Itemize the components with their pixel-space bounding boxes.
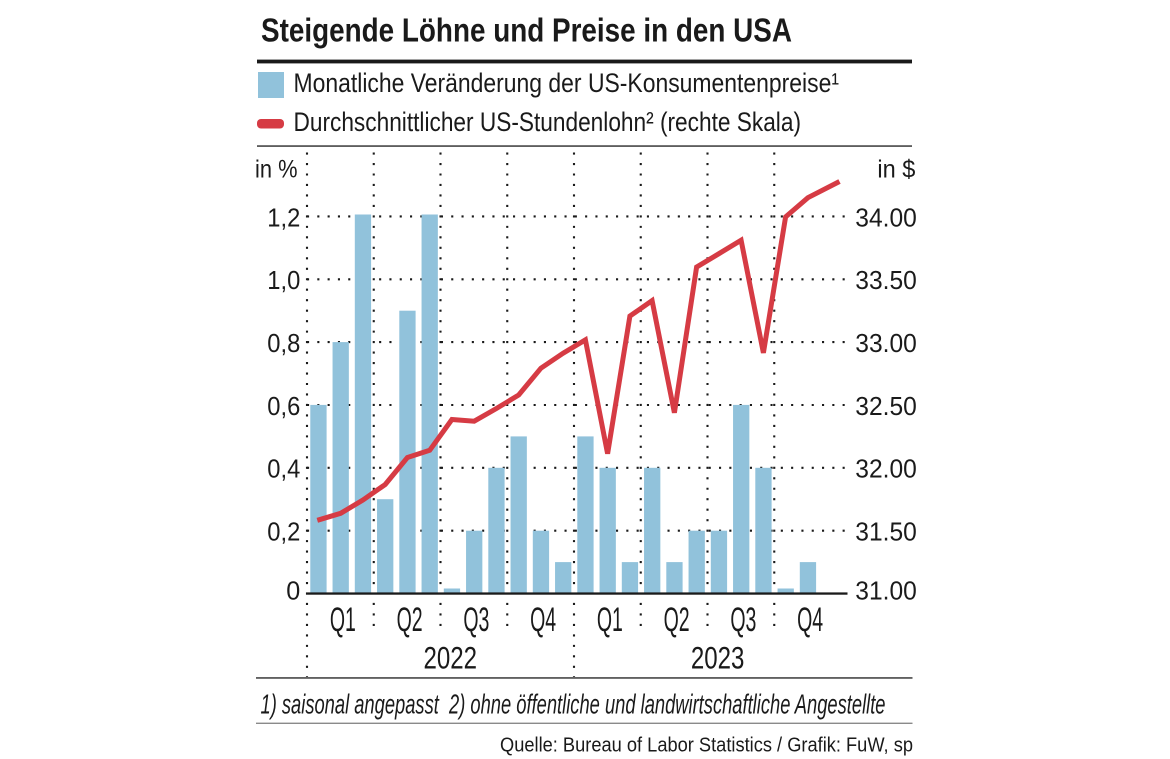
svg-text:Q2: Q2 <box>397 601 423 639</box>
svg-text:0: 0 <box>286 576 300 606</box>
svg-text:Q1: Q1 <box>597 601 623 639</box>
svg-text:2022: 2022 <box>423 640 477 676</box>
svg-text:32.00: 32.00 <box>855 454 917 484</box>
svg-text:Steigende Löhne und Preise in: Steigende Löhne und Preise in den USA <box>261 12 792 49</box>
svg-text:0,2: 0,2 <box>267 517 300 547</box>
svg-text:Monatliche Veränderung der US-: Monatliche Veränderung der US-Konsumente… <box>294 68 840 98</box>
svg-text:Q2: Q2 <box>664 601 690 639</box>
svg-text:0,4: 0,4 <box>267 454 300 484</box>
svg-text:Q4: Q4 <box>797 601 823 639</box>
svg-text:34.00: 34.00 <box>855 202 917 232</box>
svg-text:in %: in % <box>255 156 298 184</box>
svg-text:1,0: 1,0 <box>267 265 300 295</box>
svg-text:1) saisonal angepasst 2) ohne: 1) saisonal angepasst 2) ohne öffentlich… <box>261 689 886 720</box>
svg-text:Durchschnittlicher US-Stundenl: Durchschnittlicher US-Stundenlohn² (rech… <box>294 107 802 137</box>
svg-text:Q4: Q4 <box>530 601 556 639</box>
svg-text:Quelle: Bureau of Labor Statis: Quelle: Bureau of Labor Statistics / Gra… <box>500 733 913 756</box>
svg-text:0,8: 0,8 <box>267 328 300 358</box>
svg-text:in $: in $ <box>877 156 915 184</box>
svg-text:Q1: Q1 <box>330 601 356 639</box>
svg-text:2023: 2023 <box>691 640 745 676</box>
svg-text:33.00: 33.00 <box>855 328 917 358</box>
svg-text:1,2: 1,2 <box>267 202 300 232</box>
svg-text:0,6: 0,6 <box>267 391 300 421</box>
svg-text:31.00: 31.00 <box>855 576 917 606</box>
svg-text:32.50: 32.50 <box>855 391 917 421</box>
svg-text:Q3: Q3 <box>463 601 489 639</box>
svg-text:33.50: 33.50 <box>855 265 917 295</box>
svg-text:Q3: Q3 <box>730 601 756 639</box>
svg-text:31.50: 31.50 <box>855 517 917 547</box>
